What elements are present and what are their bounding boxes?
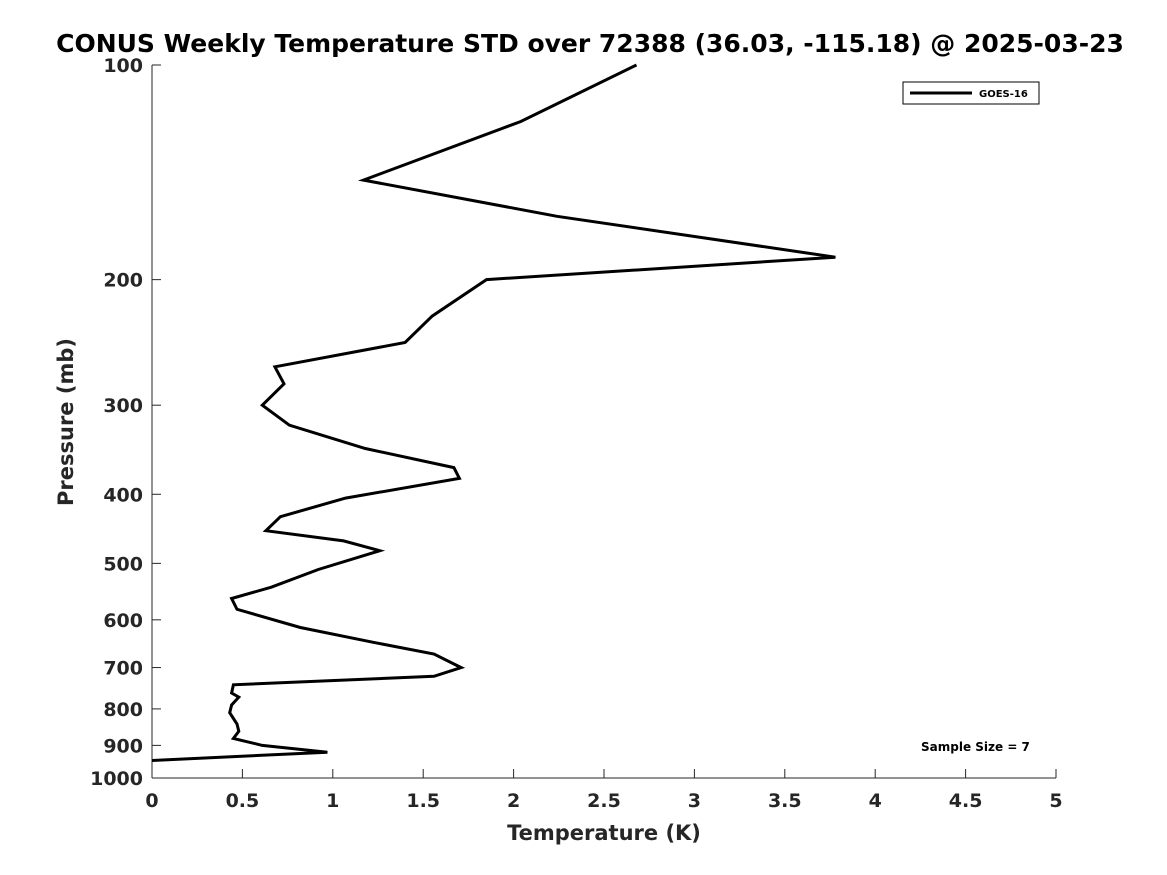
y-tick-label: 400 [103,484,143,506]
y-tick-label: 200 [103,270,143,292]
sample-size-annotation: Sample Size = 7 [921,740,1030,754]
series-layer [151,63,836,762]
y-tick-label: 300 [103,395,143,417]
x-axis-label: Temperature (K) [507,821,701,845]
x-tick-label: 5 [1049,790,1062,812]
y-tick-label: 700 [103,658,143,680]
legend: GOES-16 [902,81,1040,105]
x-tick-label: 3.5 [768,790,802,812]
x-tick-label: 2 [507,790,520,812]
y-tick-label: 900 [103,735,143,757]
x-tick-label: 3 [688,790,701,812]
chart-title: CONUS Weekly Temperature STD over 72388 … [56,29,1124,58]
x-tick-label: 0.5 [226,790,260,812]
x-tick-label: 4 [869,790,882,812]
legend-label: GOES-16 [979,89,1028,100]
x-tick-label: 2.5 [587,790,621,812]
x-tick-label: 1 [326,790,339,812]
x-tick-label: 0 [145,790,158,812]
x-tick-label: 4.5 [949,790,983,812]
series-line [151,63,836,762]
y-tick-label: 100 [103,55,143,77]
y-tick-label: 1000 [90,768,143,790]
y-ticks: 100 200 300 400 500 600 700 800 900 1000 [90,55,161,790]
y-tick-label: 500 [103,553,143,575]
y-tick-label: 600 [103,610,143,632]
x-tick-label: 1.5 [406,790,440,812]
x-ticks: 0 0.5 1 1.5 2 2.5 3 3.5 4 4.5 5 [145,769,1063,812]
y-tick-label: 800 [103,699,143,721]
y-axis-label: Pressure (mb) [54,338,78,506]
